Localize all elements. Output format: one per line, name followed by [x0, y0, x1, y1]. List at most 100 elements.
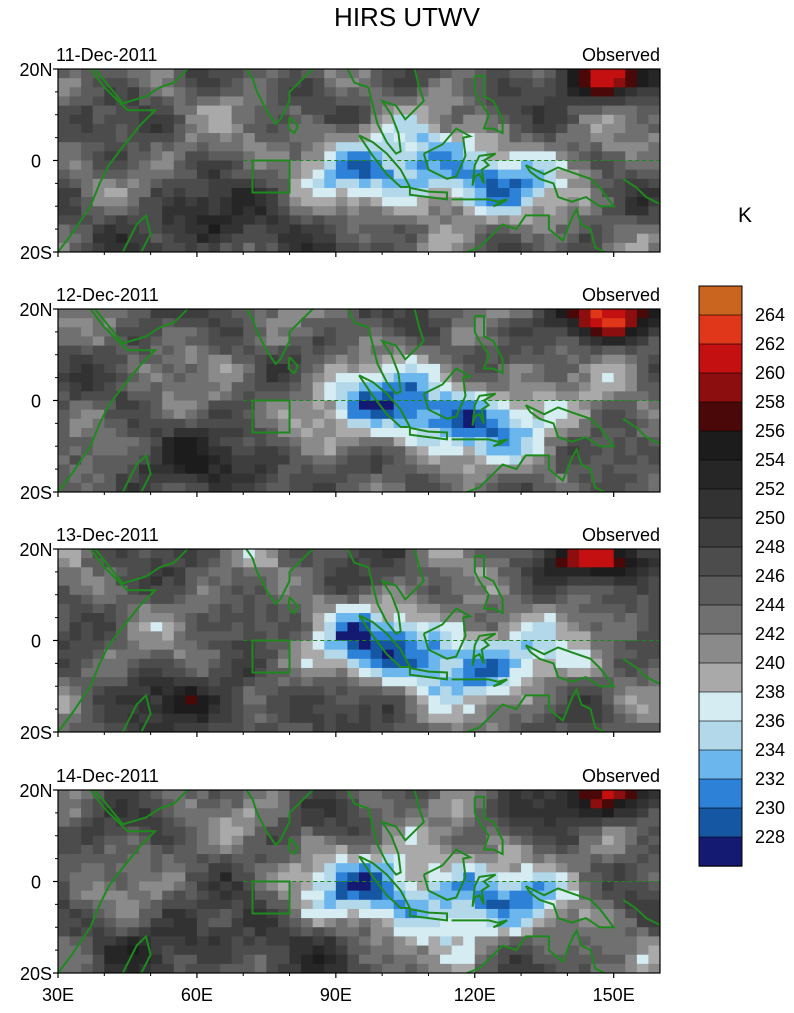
field-cell — [92, 327, 105, 338]
field-cell — [127, 446, 140, 456]
field-cell — [555, 345, 568, 356]
field-cell — [301, 105, 314, 116]
field-cell — [428, 455, 441, 466]
field-cell — [104, 927, 117, 937]
field-cell — [359, 640, 372, 651]
field-cell — [162, 890, 175, 901]
field-cell — [220, 890, 233, 901]
field-cell — [69, 151, 82, 162]
field-cell — [567, 69, 580, 79]
field-cell — [139, 400, 152, 411]
field-cell — [578, 354, 592, 365]
field-cell — [521, 133, 534, 143]
field-cell — [81, 890, 94, 901]
field-cell — [555, 640, 568, 651]
field-cell — [567, 464, 580, 475]
field-cell — [347, 464, 360, 475]
field-cell — [324, 704, 337, 715]
field-cell — [405, 567, 418, 578]
field-cell — [440, 713, 453, 724]
field-cell — [347, 808, 360, 819]
field-cell — [266, 854, 279, 864]
field-cell — [58, 677, 71, 687]
field-cell — [359, 400, 372, 411]
field-cell — [81, 863, 94, 873]
field-cell — [312, 206, 325, 216]
field-cell — [104, 622, 117, 632]
field-cell — [486, 206, 499, 216]
field-cell — [405, 409, 418, 420]
field-cell — [625, 576, 638, 587]
field-cell — [428, 835, 441, 846]
field-cell — [196, 242, 210, 252]
field-cell — [347, 187, 360, 198]
field-cell — [208, 318, 221, 328]
field-cell — [416, 427, 430, 438]
field-cell — [463, 640, 476, 651]
field-cell — [196, 686, 210, 696]
field-cell — [486, 142, 499, 152]
field-cell — [289, 142, 302, 152]
field-cell — [440, 640, 453, 651]
field-cell — [532, 713, 545, 724]
field-cell — [347, 613, 360, 623]
field-cell — [405, 808, 418, 819]
field-cell — [277, 373, 291, 383]
field-cell — [335, 114, 349, 125]
field-cell — [58, 473, 71, 484]
field-cell — [440, 133, 453, 143]
field-cell — [196, 345, 210, 356]
field-cell — [602, 817, 615, 828]
field-cell — [185, 918, 198, 928]
field-cell — [440, 649, 453, 660]
field-cell — [92, 123, 105, 134]
field-cell — [578, 927, 592, 937]
field-cell — [370, 713, 383, 724]
field-cell — [416, 455, 430, 466]
field-cell — [555, 790, 568, 800]
field-cell — [173, 558, 186, 568]
field-cell — [150, 233, 163, 244]
field-cell — [393, 658, 406, 669]
field-cell — [532, 954, 545, 965]
field-cell — [324, 908, 337, 919]
field-cell — [440, 178, 453, 189]
field-cell — [509, 790, 522, 800]
field-cell — [440, 123, 453, 134]
field-cell — [474, 890, 487, 901]
field-cell — [486, 649, 499, 660]
field-cell — [602, 418, 615, 429]
field-cell — [81, 87, 94, 98]
field-cell — [370, 160, 383, 171]
field-cell — [578, 133, 592, 143]
field-cell — [185, 954, 198, 965]
field-cell — [532, 482, 545, 492]
field-cell — [139, 133, 152, 143]
colorbar-label: 238 — [755, 682, 785, 702]
field-cell — [150, 169, 163, 180]
field-cell — [521, 363, 534, 374]
field-cell — [347, 677, 360, 687]
field-cell — [370, 400, 383, 411]
field-cell — [393, 418, 406, 429]
field-cell — [92, 464, 105, 475]
field-cell — [521, 473, 534, 484]
field-cell — [104, 936, 117, 947]
field-cell — [578, 567, 592, 578]
field-cell — [289, 963, 302, 973]
field-cell — [382, 160, 395, 171]
field-cell — [544, 817, 557, 828]
field-cell — [602, 622, 615, 632]
field-cell — [428, 954, 441, 965]
field-cell — [127, 318, 140, 328]
field-cell — [509, 105, 522, 116]
field-cell — [289, 233, 302, 244]
field-cell — [243, 713, 256, 724]
field-cell — [231, 954, 244, 965]
field-cell — [196, 549, 210, 559]
field-cell — [544, 576, 557, 587]
field-cell — [497, 187, 511, 198]
field-cell — [474, 437, 487, 447]
field-cell — [463, 427, 476, 438]
field-cell — [567, 881, 580, 892]
